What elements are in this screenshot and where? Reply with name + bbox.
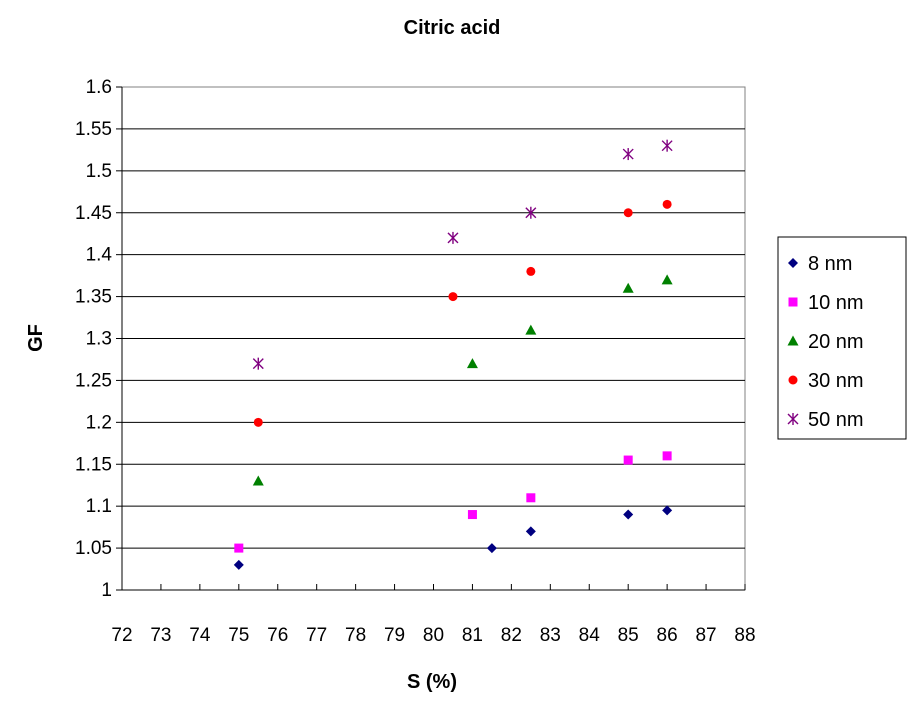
y-tick-label: 1.4 [86,245,113,266]
legend-label: 8 nm [808,253,852,275]
y-tick-label: 1.25 [75,370,112,391]
data-point [234,543,244,553]
data-point [526,266,536,276]
data-point [622,282,634,293]
data-point [623,509,634,520]
x-tick-label: 76 [267,625,288,646]
x-tick-label: 74 [189,625,211,646]
legend: 8 nm 10 nm 20 nm 30 nm 50 nm [777,236,907,440]
data-point [486,543,497,554]
legend-label: 20 nm [808,331,864,353]
data-point [253,417,263,427]
x-tick-label: 83 [540,625,561,646]
data-point [526,493,536,503]
legend-marker [788,375,798,385]
x-tick-label: 72 [111,625,132,646]
y-tick-label: 1.5 [86,161,112,182]
y-tick-label: 1.3 [86,329,112,350]
y-tick-label: 1.1 [86,496,112,517]
data-point [525,206,537,219]
legend-box [777,236,907,440]
data-point [662,505,673,516]
y-tick-label: 1.55 [75,119,112,140]
data-point [661,274,673,285]
data-point [623,208,633,218]
data-point [662,451,672,461]
chart-title: Citric acid [404,17,501,39]
data-point [662,199,672,209]
x-tick-label: 79 [384,625,405,646]
data-point [233,559,244,570]
data-point [661,139,673,152]
x-axis-title: S (%) [407,671,457,693]
series-4 [252,139,673,370]
y-tick-label: 1.05 [75,538,112,559]
data-point [525,324,537,335]
x-tick-label: 85 [618,625,639,646]
x-tick-label: 84 [579,625,601,646]
x-tick-label: 87 [695,625,716,646]
series-3 [253,199,672,427]
legend-marker [788,297,798,307]
y-axis-title: GF [25,324,47,352]
y-tick-label: 1.15 [75,454,112,475]
data-point [623,455,633,465]
data-point [447,231,459,244]
x-tick-label: 73 [150,625,171,646]
x-tick-label: 82 [501,625,522,646]
y-tick-label: 1.35 [75,287,112,308]
x-tick-label: 88 [734,625,755,646]
x-tick-label: 80 [423,625,444,646]
legend-label: 30 nm [808,370,864,392]
x-tick-label: 78 [345,625,366,646]
data-point [448,292,458,302]
y-tick-label: 1 [101,580,112,601]
x-tick-label: 77 [306,625,327,646]
data-point [622,148,634,161]
plot-area: 1 1.05 1.1 1.15 1.2 1.25 1.3 1.35 1.4 1.45 1.5 1.55… [75,77,756,646]
x-tick-label: 86 [657,625,678,646]
series-1 [234,451,672,553]
x-tick-label: 81 [462,625,483,646]
data-point [252,357,264,370]
legend-marker [787,335,799,346]
legend-label: 10 nm [808,292,864,314]
legend-marker [787,413,799,425]
legend-label: 50 nm [808,409,864,431]
data-point [466,358,478,369]
y-tick-label: 1.2 [86,412,112,433]
x-tick-label: 75 [228,625,249,646]
series-2 [252,274,673,486]
series-0 [233,505,673,570]
data-point [467,510,477,520]
data-point [525,526,536,537]
legend-marker [788,258,798,268]
data-point [252,475,264,486]
y-tick-label: 1.6 [86,77,112,98]
y-tick-label: 1.45 [75,203,112,224]
